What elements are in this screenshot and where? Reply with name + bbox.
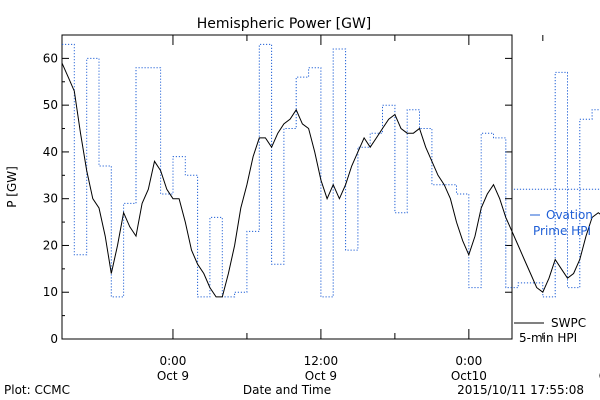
series-ovation-prime-line [62, 43, 600, 298]
legend-ovation-label-1: Ovation [546, 208, 593, 222]
x-tick-date-label: Oct 9 [157, 369, 189, 383]
footer-timestamp: 2015/10/11 17:55:08 [457, 383, 584, 397]
footer-source: Plot: CCMC [4, 383, 70, 397]
y-tick-label: 20 [43, 238, 58, 252]
x-tick-time-label: 12:00 [304, 354, 339, 368]
x-tick-date-label: Oct10 [451, 369, 487, 383]
y-tick-label: 10 [43, 285, 58, 299]
y-tick-label: 50 [43, 98, 58, 112]
y-tick-label: 30 [43, 192, 58, 206]
series-swpc-line [61, 62, 600, 298]
x-axis-label: Date and Time [243, 383, 331, 397]
legend-ovation-label-2: Prime HPI [533, 224, 591, 238]
y-tick-label: 40 [43, 145, 58, 159]
x-tick-time-label: 0:00 [455, 354, 482, 368]
y-axis-label: P [GW] [5, 166, 19, 208]
x-tick-time-label: 0:00 [159, 354, 186, 368]
y-tick-label: 0 [50, 332, 58, 346]
chart-title: Hemispheric Power [GW] [197, 16, 372, 32]
y-tick-label: 60 [43, 51, 58, 65]
y-axis: 0 10 20 30 40 50 60 [43, 51, 512, 346]
legend-swpc-label-1: SWPC [551, 316, 586, 330]
plot-frame [61, 34, 513, 340]
legend-swpc-label-2: 5-min HPI [519, 331, 577, 345]
x-tick-date-label: Oct10 [599, 369, 600, 383]
x-tick-date-label: Oct 9 [305, 369, 337, 383]
